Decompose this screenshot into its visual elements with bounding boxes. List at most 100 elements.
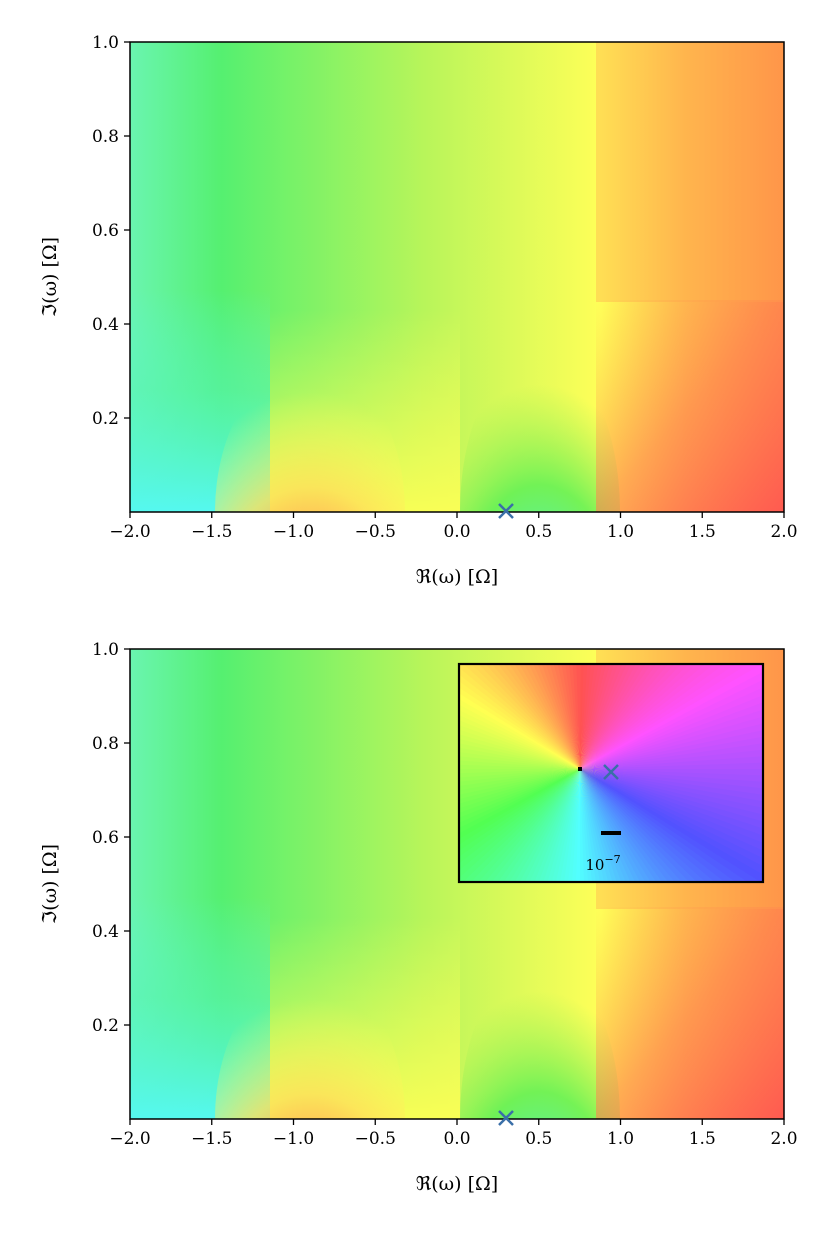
y-tick-label: 0.2 (92, 1016, 119, 1036)
x-tick-label: −1.0 (273, 522, 314, 542)
inset-wedge (545, 664, 580, 769)
inset-wedge (459, 769, 580, 791)
inset-wedge (485, 664, 580, 769)
inset-wedge (579, 769, 584, 882)
bottom-y-axis-label: ℑ(ω) [Ω] (39, 844, 61, 924)
inset-wedge (580, 769, 763, 777)
inset-marker (603, 764, 619, 780)
x-tick-label: 2.0 (770, 522, 797, 542)
top-x-ticks: −2.0 −1.5 −1.0 −0.5 0.0 0.5 1.0 1.5 2.0 (109, 512, 798, 542)
inset-wedge (580, 664, 585, 769)
inset-wedge (580, 769, 631, 882)
inset: 10−7 (457, 662, 765, 884)
inset-wedge (580, 769, 663, 882)
inset-wedge (580, 671, 763, 769)
inset-wedge (580, 769, 736, 882)
bottom-y-ticks: 0.2 0.4 0.6 0.8 1.0 (92, 640, 130, 1036)
x-tick-label: 2.0 (770, 1129, 797, 1149)
x-tick-label: −2.0 (109, 1129, 150, 1149)
bottom-x-ticks: −2.0 −1.5 −1.0 −0.5 0.0 0.5 1.0 1.5 2.0 (109, 1119, 798, 1149)
inset-wedge (580, 723, 763, 769)
x-tick-label: −0.5 (355, 522, 396, 542)
y-tick-label: 1.0 (92, 33, 119, 53)
inset-wedge (580, 769, 763, 882)
inset-wedge (459, 769, 580, 804)
inset-wedge (533, 664, 580, 769)
inset-wedge (459, 763, 580, 769)
y-tick-label: 0.4 (92, 922, 119, 942)
inset-wedge (580, 716, 763, 769)
top-panel: −2.0 −1.5 −1.0 −0.5 0.0 0.5 1.0 1.5 2.0 0.20.40.… (39, 33, 798, 588)
inset-wedge (478, 664, 580, 769)
inset-wedge (541, 664, 580, 769)
inset-scale-bar (601, 831, 621, 835)
inset-wedge (576, 664, 581, 769)
inset-phase-wheel (459, 664, 763, 882)
inset-wedge (519, 664, 580, 769)
inset-wedge (580, 730, 763, 769)
inset-wedge (580, 769, 600, 882)
inset-wedge (580, 769, 646, 882)
y-tick-label: 0.6 (92, 221, 119, 241)
inset-scale-label: 10−7 (585, 853, 620, 874)
inset-wedge (459, 769, 580, 839)
inset-wedge (572, 664, 580, 769)
y-tick-label: 0.8 (92, 734, 119, 754)
inset-wedge (459, 769, 580, 834)
inset-wedge (580, 769, 626, 882)
inset-wedge (580, 702, 763, 769)
x-tick-label: 0.0 (443, 522, 470, 542)
y-tick-label: 0.4 (92, 315, 119, 335)
top-heatmap (130, 42, 784, 512)
bottom-panel: 10−7 −2.0 −1.5 −1.0 −0.5 0.0 0.5 1.0 1.5 2.0 0.2… (39, 640, 798, 1195)
inset-wedge (580, 664, 763, 769)
inset-wedge (580, 769, 651, 882)
inset-wedge (580, 769, 698, 882)
y-tick-label: 1.0 (92, 640, 119, 660)
top-y-axis-label: ℑ(ω) [Ω] (39, 237, 61, 317)
y-tick-label: 0.2 (92, 409, 119, 429)
inset-wedge (580, 687, 763, 769)
x-tick-label: −1.0 (273, 1129, 314, 1149)
inset-wedge (459, 769, 580, 814)
inset-wedge (580, 769, 622, 882)
inset-wedge (580, 769, 725, 882)
top-x-axis-label: ℜ(ω) [Ω] (416, 566, 498, 588)
inset-wedge (459, 769, 580, 871)
inset-wedge (580, 769, 657, 882)
inset-wedge (459, 769, 580, 782)
inset-wedge (509, 664, 580, 769)
inset-center-point (578, 767, 582, 771)
inset-wedge (580, 769, 761, 882)
inset-wedge (561, 664, 580, 769)
inset-wedge (459, 769, 580, 800)
x-tick-label: −1.5 (191, 1129, 232, 1149)
bottom-x-axis-label: ℜ(ω) [Ω] (416, 1173, 498, 1195)
x-tick-label: 0.0 (443, 1129, 470, 1149)
x-tick-label: 0.5 (525, 522, 552, 542)
top-y-ticks: 0.2 0.4 0.6 0.8 1.0 (92, 33, 130, 429)
inset-wedge (580, 769, 641, 882)
x-tick-label: 1.5 (689, 1129, 716, 1149)
inset-wedge (471, 664, 580, 769)
inset-wedge (553, 664, 580, 769)
inset-wedge (459, 769, 580, 823)
x-tick-label: 1.5 (689, 522, 716, 542)
inset-wedge (580, 709, 763, 769)
inset-wedge (568, 664, 580, 769)
inset-wedge (580, 769, 592, 882)
inset-wedge (580, 736, 763, 769)
y-tick-label: 0.8 (92, 127, 119, 147)
x-tick-label: −1.5 (191, 522, 232, 542)
inset-wedge (459, 769, 580, 882)
inset-wedge (491, 664, 580, 769)
inset-wedge (459, 664, 580, 769)
x-tick-label: 1.0 (607, 522, 634, 542)
y-tick-label: 0.6 (92, 828, 119, 848)
inset-wedge (459, 769, 580, 878)
inset-wedge (497, 664, 580, 769)
inset-wedge (567, 769, 580, 882)
inset-wedge (459, 768, 580, 774)
inset-wedge (580, 769, 675, 882)
